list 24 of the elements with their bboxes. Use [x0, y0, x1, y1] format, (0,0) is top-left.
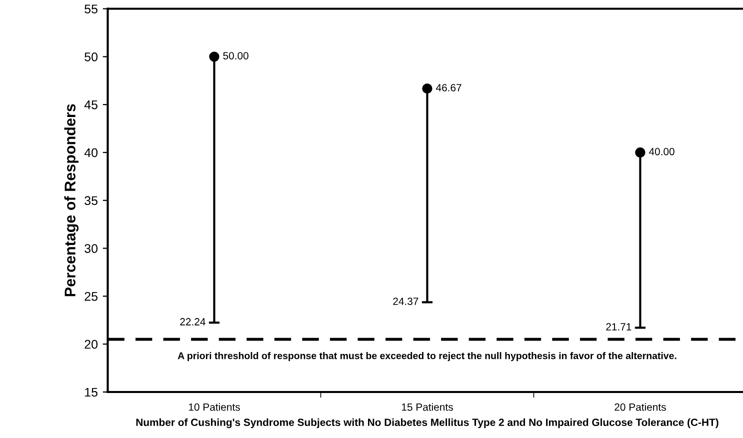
- x-tick-label: 15 Patients: [402, 403, 453, 411]
- x-tick-label: 20 Patients: [614, 403, 666, 411]
- ref-line-label: A priori threshold of response that must be exceeded to reject the null hypothesis in favor of the alternative.: [178, 352, 676, 362]
- y-tick-label: 40: [84, 148, 98, 158]
- point: [422, 83, 432, 94]
- y-tick-label: 30: [84, 244, 98, 253]
- annotation: 24.37: [393, 298, 418, 306]
- y-tick-label: 15: [85, 388, 98, 397]
- y-axis-title: Percentage of Responders: [64, 104, 79, 296]
- y-tick-label: 25: [84, 292, 98, 301]
- y-tick-label: 20: [84, 340, 98, 349]
- y-tick-label: 55: [84, 4, 98, 14]
- data-label: 50.00: [223, 52, 248, 60]
- point: [635, 147, 646, 158]
- data-label: 40.00: [648, 148, 674, 156]
- x-tick-label: 10 Patients: [188, 403, 240, 411]
- x-axis-title: Number of Cushing's Syndrome Subjects with No Diabetes Mellitus Type 2 and No Impaired Glucose Tolerance (C-HT): [136, 418, 718, 428]
- annotation: 22.24: [180, 318, 206, 326]
- y-tick-label: 50: [84, 52, 98, 62]
- y-tick-label: 35: [84, 196, 98, 206]
- point: [209, 52, 220, 62]
- annotation: 21.71: [606, 323, 632, 330]
- y-tick-label: 45: [84, 100, 98, 110]
- data-label: 46.67: [436, 84, 462, 92]
